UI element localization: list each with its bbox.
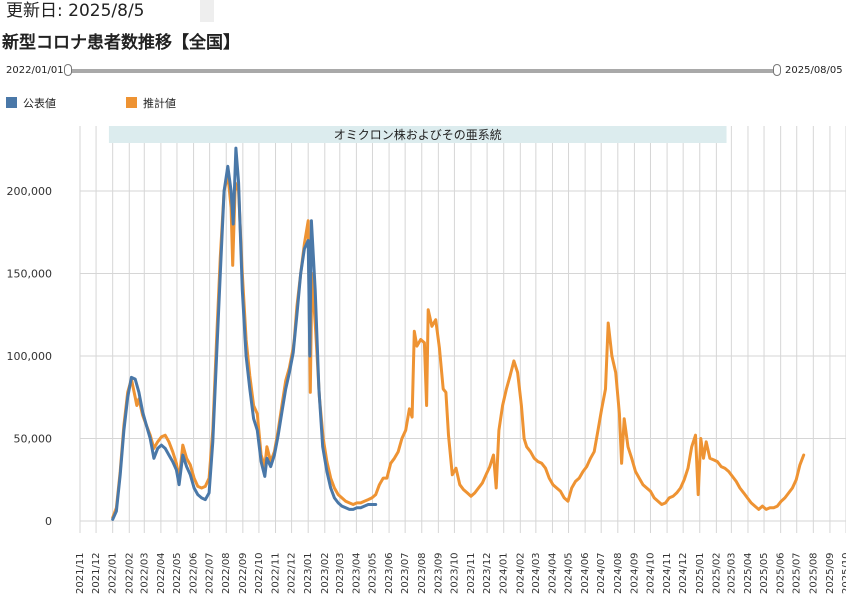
range-end-label: 2025/08/05 [785, 65, 843, 76]
x-tick-label: 2023/05 [367, 552, 378, 594]
x-tick-label: 2022/01 [108, 552, 119, 594]
x-tick-label: 2023/11 [466, 552, 477, 594]
x-tick-label: 2024/11 [662, 552, 673, 594]
x-tick-label: 2023/07 [400, 552, 411, 594]
legend-swatch-published [6, 97, 17, 108]
x-tick-label: 2024/03 [531, 552, 542, 594]
x-tick-label: 2023/08 [417, 552, 428, 594]
x-tick-label: 2022/02 [124, 552, 135, 594]
chart-title: 新型コロナ患者数推移【全国】 [2, 33, 240, 53]
x-tick-label: 2025/10 [841, 552, 846, 594]
series-line-estimated [111, 173, 806, 520]
update-date: 更新日: 2025/8/5 [6, 1, 145, 21]
series-group [111, 146, 806, 521]
x-tick-label: 2025/02 [711, 552, 722, 594]
x-tick-label: 2025/08 [808, 552, 819, 594]
series-line-published [111, 146, 378, 521]
annotation-band-group: オミクロン株およびその亜系統 [108, 126, 727, 143]
x-tick-label: 2023/04 [351, 552, 362, 594]
x-tick-label: 2025/05 [759, 552, 770, 594]
x-tick-label: 2021/12 [91, 552, 102, 594]
y-tick-label: 150,000 [7, 268, 53, 281]
x-tick-label: 2024/02 [515, 552, 526, 594]
update-date-shade [200, 0, 214, 22]
x-tick-label: 2024/01 [499, 552, 510, 594]
range-start-label: 2022/01/01 [6, 65, 64, 76]
annotation-band [108, 126, 727, 143]
x-tick-label: 2023/09 [433, 552, 444, 594]
x-tick-label: 2023/06 [384, 552, 395, 594]
legend-item-published[interactable]: 公表値 [6, 97, 56, 111]
x-tick-label: 2024/05 [564, 552, 575, 594]
x-tick-label: 2024/07 [596, 552, 607, 594]
x-tick-label: 2025/03 [726, 552, 737, 594]
y-tick-label: 200,000 [7, 185, 53, 198]
x-tick-label: 2024/04 [547, 552, 558, 594]
x-tick-label: 2024/10 [645, 552, 656, 594]
legend-swatch-estimated [126, 97, 137, 108]
annotation-label: オミクロン株およびその亜系統 [334, 127, 502, 142]
legend-label-published: 公表値 [23, 97, 56, 110]
x-tick-label: 2025/07 [792, 552, 803, 594]
x-tick-label: 2022/09 [238, 552, 249, 594]
range-slider-start-handle[interactable] [64, 64, 72, 76]
range-slider-track[interactable] [68, 69, 778, 73]
x-tick-label: 2022/12 [287, 552, 298, 594]
y-tick-label: 0 [45, 515, 52, 528]
legend-item-estimated[interactable]: 推計値 [126, 97, 176, 111]
update-date-box: 更新日: 2025/8/5 [0, 0, 214, 22]
x-tick-label: 2023/03 [335, 552, 346, 594]
grid [79, 126, 846, 533]
x-tick-label: 2022/11 [271, 552, 282, 594]
x-tick-label: 2022/04 [156, 552, 167, 594]
x-tick-label: 2021/11 [75, 552, 86, 594]
x-tick-label: 2022/06 [189, 552, 200, 594]
x-tick-label: 2022/07 [205, 552, 216, 594]
x-tick-label: 2023/12 [482, 552, 493, 594]
x-tick-label: 2025/09 [825, 552, 836, 594]
x-tick-label: 2025/01 [695, 552, 706, 594]
y-tick-label: 100,000 [7, 350, 53, 363]
y-tick-label: 50,000 [14, 433, 53, 446]
x-tick-label: 2022/03 [139, 552, 150, 594]
x-tick-label: 2024/12 [678, 552, 689, 594]
x-tick-label: 2022/05 [172, 552, 183, 594]
legend-label-estimated: 推計値 [143, 97, 176, 110]
range-slider-end-handle[interactable] [773, 64, 781, 76]
x-tick-label: 2022/08 [221, 552, 232, 594]
x-tick-label: 2025/04 [743, 552, 754, 594]
x-tick-label: 2024/06 [580, 552, 591, 594]
x-tick-label: 2023/01 [303, 552, 314, 594]
x-tick-label: 2023/10 [449, 552, 460, 594]
x-tick-label: 2024/08 [613, 552, 624, 594]
x-tick-label: 2022/10 [254, 552, 265, 594]
x-tick-label: 2024/09 [629, 552, 640, 594]
x-axis: 2021/11 2021/12 2022/01 2022/02 2022/03 2022/… [75, 552, 846, 594]
y-axis: 0 50,000 100,000 150,000 200,000 [7, 185, 53, 528]
x-tick-label: 2023/02 [320, 552, 331, 594]
x-tick-label: 2025/06 [776, 552, 787, 594]
